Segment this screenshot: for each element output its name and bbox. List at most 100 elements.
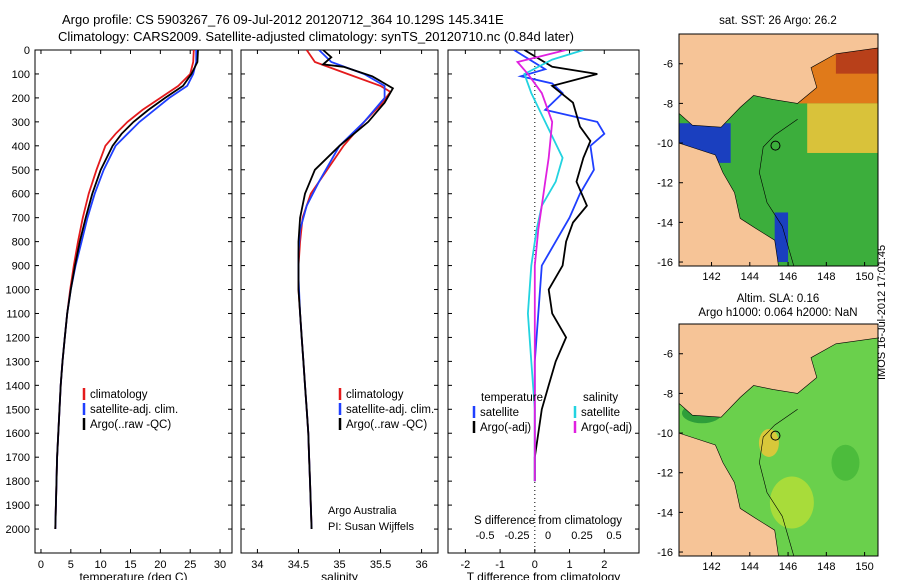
x-tick-label: 150 [855, 561, 873, 573]
s-diff-tick-label: 0 [545, 530, 551, 542]
x-tick-label: 5 [68, 559, 74, 571]
y-tick-label: -6 [663, 349, 673, 361]
sst-yellow-patch [807, 103, 878, 153]
land-cape-york [679, 142, 779, 266]
title-line-1: Argo profile: CS 5903267_76 09-Jul-2012 … [62, 12, 504, 27]
sst-map-field [679, 34, 878, 266]
s-diff-tick-label: -0.5 [476, 530, 495, 542]
legend-label: satellite-adj. clim. [346, 404, 434, 416]
legend-label: satellite [480, 407, 519, 419]
difference-xlabel2: S difference from climatology [474, 515, 622, 527]
x-tick-label: 0 [38, 559, 44, 571]
annotation-line-1: Argo Australia [328, 505, 397, 517]
x-tick-label: 2 [601, 559, 607, 571]
temperature-xlabel: temperature (deg C) [79, 570, 187, 580]
sla-high-patch [758, 428, 779, 457]
y-tick-label: -10 [657, 428, 673, 440]
x-tick-label: 142 [702, 561, 720, 573]
sla-high-patch [769, 476, 814, 529]
sst-cool-patch [774, 212, 789, 263]
isobath-contour [759, 409, 798, 556]
title-line-2: Climatology: CARS2009. Satellite-adjuste… [58, 29, 574, 44]
difference-xlabel: T difference from climatology [467, 570, 621, 580]
x-tick-label: 36 [415, 559, 427, 571]
x-tick-label: 148 [817, 271, 835, 283]
x-tick-label: 144 [741, 271, 759, 283]
y-tick-label: -8 [663, 98, 673, 110]
x-tick-label: 150 [855, 271, 873, 283]
y-tick-label: 2000 [6, 524, 30, 536]
sst-map: 142 144 146 148 150 -6 -8 -10 -12 -14 -16 [657, 33, 879, 283]
y-tick-label: -16 [657, 257, 673, 269]
difference-series [513, 50, 606, 553]
y-tick-label: -10 [657, 138, 673, 150]
x-tick-label: 146 [779, 561, 797, 573]
y-tick-label: 400 [12, 141, 30, 153]
y-tick-label: 600 [12, 189, 30, 201]
sla-map-title: Altim. SLA: 0.16 [737, 293, 819, 305]
y-tick-label: 1300 [6, 356, 30, 368]
y-tick-label: 200 [12, 93, 30, 105]
x-tick-label: 25 [184, 559, 196, 571]
x-tick-label: 35 [333, 559, 345, 571]
legend-label: Argo(..raw -QC) [90, 419, 171, 431]
series-argo---raw--qc- [297, 50, 395, 530]
y-tick-label: -14 [657, 217, 673, 229]
x-tick-label: 148 [817, 561, 835, 573]
series-t-argo--adj- [523, 50, 598, 482]
y-tick-label: 1900 [6, 500, 30, 512]
legend-title-salinity: salinity [583, 392, 618, 404]
x-tick-label: 146 [779, 271, 797, 283]
y-tick-label: -8 [663, 388, 673, 400]
difference-panel: -2 -1 0 1 2T difference from climatology [447, 49, 640, 580]
legend-label: Argo(-adj) [581, 422, 632, 434]
y-tick-label: 500 [12, 165, 30, 177]
y-tick-label: 1400 [6, 380, 30, 392]
x-tick-label: 20 [154, 559, 166, 571]
annotation-line-2: PI: Susan Wijffels [328, 521, 414, 533]
sst-map-title: sat. SST: 26 Argo: 26.2 [719, 15, 837, 27]
y-tick-label: 1100 [6, 308, 30, 320]
salinity-panel: 34 34.5 35 35.5 36 salinity [240, 49, 439, 580]
y-tick-label: 300 [12, 117, 30, 129]
y-tick-label: 1500 [6, 404, 30, 416]
land-new-guinea [679, 324, 878, 418]
y-tick-label: 1000 [6, 285, 30, 297]
x-tick-label: 34 [251, 559, 263, 571]
y-tick-label: 1700 [6, 452, 30, 464]
sst-map-frame [678, 33, 879, 267]
legend-label: Argo(-adj) [480, 422, 531, 434]
y-tick-label: 1200 [6, 332, 30, 344]
sla-low-patch [831, 444, 860, 481]
legend-label: Argo(..raw -QC) [346, 419, 427, 431]
y-tick-label: 100 [12, 69, 30, 81]
x-tick-label: 30 [214, 559, 226, 571]
temperature-frame [34, 49, 233, 554]
isobath-contour [759, 119, 798, 266]
x-tick-label: -2 [460, 559, 470, 571]
x-tick-label: 35.5 [370, 559, 391, 571]
y-tick-label: -14 [657, 507, 673, 519]
sla-map-frame [678, 323, 879, 557]
s-diff-tick-label: 0.5 [606, 530, 621, 542]
y-tick-label: 1800 [6, 476, 30, 488]
y-tick-label: -16 [657, 547, 673, 559]
sla-map: 142 144 146 148 150 -6 -8 -10 -12 -14 -16 [657, 323, 879, 573]
legend-label: satellite [581, 407, 620, 419]
salinity-xlabel: salinity [321, 570, 358, 580]
argo-position-marker [770, 140, 781, 151]
salinity-frame [240, 49, 439, 554]
y-tick-label: 1600 [6, 428, 30, 440]
y-tick-label: -12 [657, 468, 673, 480]
argo-position-marker [770, 430, 781, 441]
difference-frame [447, 49, 640, 554]
s-diff-tick-label: -0.25 [504, 530, 529, 542]
legend-label: climatology [90, 389, 148, 401]
x-tick-label: 15 [124, 559, 136, 571]
y-tick-label: 800 [12, 237, 30, 249]
legend-label: satellite-adj. clim. [90, 404, 178, 416]
x-tick-label: 1 [566, 559, 572, 571]
sla-map-field [679, 324, 878, 556]
land-cape-york [679, 432, 779, 556]
